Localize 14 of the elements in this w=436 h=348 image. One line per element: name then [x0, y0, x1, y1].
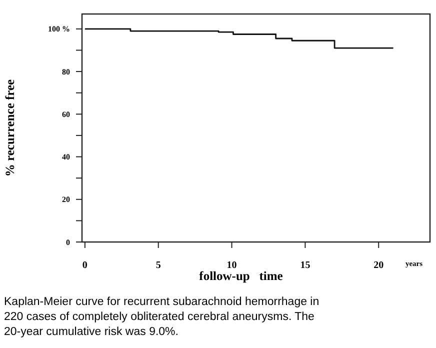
x-tick-label: 0 [82, 260, 88, 271]
y-tick-label: 40 [62, 152, 70, 162]
x-tick-label: 5 [156, 260, 161, 271]
x-axis-title: follow-up time [199, 269, 284, 283]
x-tick-label: 20 [374, 260, 384, 271]
x-tick-label: 15 [300, 260, 310, 271]
y-tick-label: 20 [62, 195, 70, 204]
text: Kaplan-Meier curve for recurrent subarachnoid hemorrhage in 220 cases of completely obliterated cerebral aneurysms. The 20-year cumulative risk was 9.0%. [4, 296, 320, 338]
y-tick-label: 100 % [48, 24, 70, 34]
y-axis-title: % recurrence free [3, 78, 17, 177]
y-tick-label: 0 [66, 238, 70, 247]
y-tick-label: 60 [62, 110, 70, 119]
x-tick-label: 10 [226, 260, 237, 271]
y-tick-label: 80 [62, 67, 70, 76]
